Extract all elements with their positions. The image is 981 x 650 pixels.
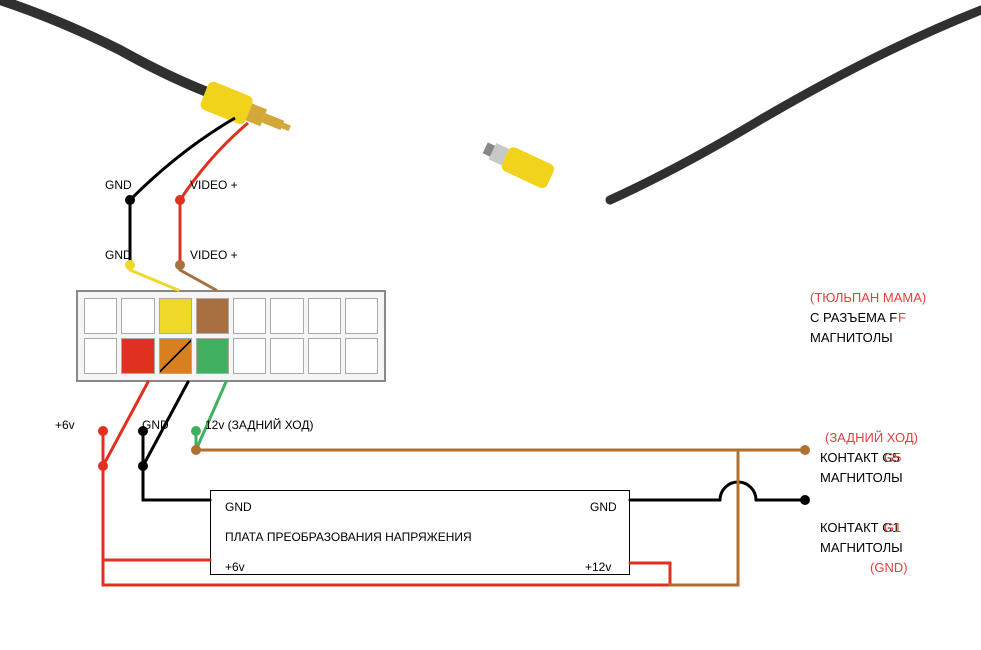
node-1 [175,195,185,205]
connector-pin-13 [270,338,303,374]
node-7 [98,461,108,471]
label-from_f: С РАЗЪЕМА F [810,310,897,325]
wire-3 [180,270,216,290]
wire-12 [720,482,756,500]
connector-pin-15 [345,338,378,374]
label-box_12v: +12v [585,560,611,574]
node-2 [125,260,135,270]
label-from_f_red: F [898,310,906,325]
node-11 [800,495,810,505]
connector-pin-2 [159,298,192,334]
node-5 [138,426,148,436]
label-reverse_12v: 12v (ЗАДНИЙ ХОД) [205,418,314,432]
connector-pin-1 [121,298,154,334]
label-video_top_right: VIDEO + [190,178,238,192]
connector-pin-4 [233,298,266,334]
connector-pin-6 [308,298,341,334]
label-box_gnd_r: GND [590,500,617,514]
label-tulip_mama: (ТЮЛЬПАН МАМА) [810,290,926,305]
label-g1_red: G1 [884,520,901,535]
label-box_title: ПЛАТА ПРЕОБРАЗОВАНИЯ НАПРЯЖЕНИЯ [225,530,472,544]
label-plus6v: +6v [55,418,75,432]
wire-2 [130,270,178,290]
wire-9 [143,466,210,500]
connector-pin-14 [308,338,341,374]
wire-6 [196,382,226,450]
connector-pin-12 [233,338,266,374]
node-9 [191,445,201,455]
connector-pin-11 [196,338,229,374]
label-video_mid_right: VIDEO + [190,248,238,262]
connector-block [76,290,386,382]
node-8 [138,461,148,471]
label-magnitoly3: МАГНИТОЛЫ [820,540,903,555]
node-6 [191,426,201,436]
label-gnd_top_left: GND [105,178,132,192]
node-3 [175,260,185,270]
label-box_6v: +6v [225,560,245,574]
wire-14 [670,450,738,585]
connector-pin-7 [345,298,378,334]
label-reverse_right: (ЗАДНИЙ ХОД) [825,430,918,445]
label-gnd_right: (GND) [870,560,908,575]
connector-pin-9 [121,338,154,374]
connector-pin-8 [84,338,117,374]
connector-pin-5 [270,298,303,334]
node-10 [800,445,810,455]
connector-pin-0 [84,298,117,334]
label-magnitoly1: МАГНИТОЛЫ [810,330,893,345]
label-magnitoly2: МАГНИТОЛЫ [820,470,903,485]
label-g5_red: G5 [884,450,901,465]
connector-pin-10 [159,338,192,374]
connector-pin-3 [196,298,229,334]
node-4 [98,426,108,436]
label-box_gnd_l: GND [225,500,252,514]
node-0 [125,195,135,205]
